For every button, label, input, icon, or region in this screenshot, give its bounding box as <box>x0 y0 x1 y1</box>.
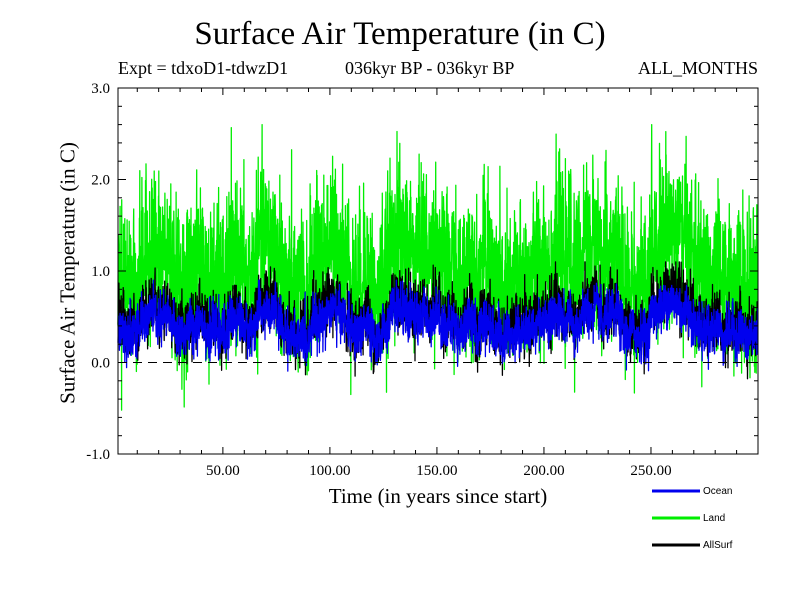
y-tick-label: 3.0 <box>91 81 110 97</box>
x-tick-label: 200.00 <box>523 463 564 479</box>
series-line-ocean <box>117 279 759 372</box>
chart-title: Surface Air Temperature (in C) <box>194 16 606 52</box>
season-label: ALL_MONTHS <box>638 58 758 78</box>
series-layer <box>117 123 759 411</box>
x-tick-label: 50.00 <box>206 463 240 479</box>
series-line-land <box>117 123 759 411</box>
legend: Ocean Land AllSurf <box>652 486 733 551</box>
y-tick-label: 2.0 <box>91 173 110 189</box>
x-tick-label: 150.00 <box>416 463 457 479</box>
period-label: 036kyr BP - 036kyr BP <box>345 58 515 78</box>
legend-label-ocean: Ocean <box>703 486 732 497</box>
legend-label-allsurf: AllSurf <box>703 540 733 551</box>
legend-label-land: Land <box>703 513 725 524</box>
y-tick-label: 1.0 <box>91 264 110 280</box>
axis-ticks: 50.00 100.00 150.00 200.00 250.00 -1.0 0.0 1.0 2… <box>86 81 758 479</box>
x-axis-title: Time (in years since start) <box>328 484 548 508</box>
experiment-label: Expt = tdxoD1-tdwzD1 <box>118 58 289 78</box>
y-tick-label: 0.0 <box>91 356 110 372</box>
y-tick-label: -1.0 <box>86 447 110 463</box>
x-tick-label: 250.00 <box>630 463 671 479</box>
x-tick-label: 100.00 <box>309 463 350 479</box>
